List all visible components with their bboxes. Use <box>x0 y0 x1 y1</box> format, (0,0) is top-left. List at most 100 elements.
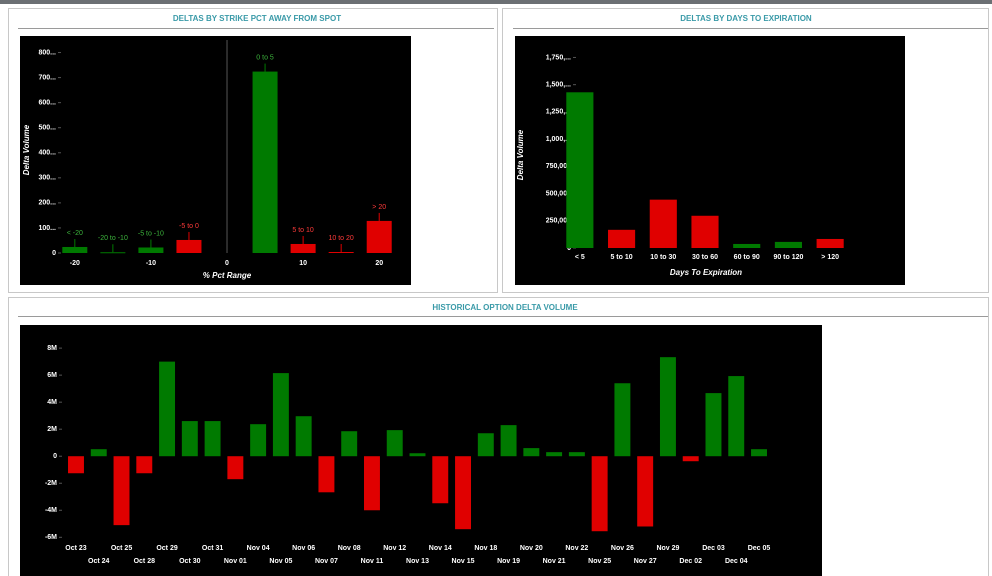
bar-label: > 20 <box>372 204 386 211</box>
y-tick-label: 250,000 <box>546 218 571 225</box>
bar-label: -5 to -10 <box>138 230 164 237</box>
bar <box>100 252 126 254</box>
x-tick-label: 0 <box>225 260 229 267</box>
bar <box>252 71 278 253</box>
y-tick-label: 2M <box>47 426 57 433</box>
x-tick-label: Oct 29 <box>156 545 178 552</box>
y-tick-label: 0 <box>567 245 571 252</box>
y-tick-label: 8M <box>47 345 57 352</box>
bar <box>455 456 472 530</box>
x-tick-label: -10 <box>146 260 156 267</box>
x-tick-label: < 5 <box>575 254 585 261</box>
y-axis-title: Delta Volume <box>516 129 525 180</box>
x-tick-label: Oct 24 <box>88 558 110 565</box>
panel-title: DELTAS BY STRIKE PCT AWAY FROM SPOT <box>173 14 341 23</box>
x-tick-label: Nov 06 <box>292 545 315 552</box>
y-tick-label: -4M <box>45 507 57 514</box>
bar <box>591 456 608 532</box>
bar <box>608 229 636 248</box>
bar <box>181 421 198 457</box>
y-tick-label: 500... <box>38 125 56 132</box>
y-tick-label: 6M <box>47 372 57 379</box>
plot-area <box>20 325 822 576</box>
bar <box>328 251 354 253</box>
bar <box>62 246 88 253</box>
x-tick-label: Nov 01 <box>224 558 247 565</box>
x-tick-label: Nov 20 <box>520 545 543 552</box>
x-tick-label: Nov 12 <box>383 545 406 552</box>
x-axis-title: Days To Expiration <box>670 268 742 277</box>
plot-area <box>20 36 411 285</box>
y-tick-label: 200... <box>38 200 56 207</box>
x-tick-label: Nov 14 <box>429 545 452 552</box>
y-tick-label: 4M <box>47 399 57 406</box>
x-tick-label: -20 <box>70 260 80 267</box>
x-tick-label: Nov 15 <box>452 558 475 565</box>
x-tick-label: Nov 04 <box>247 545 270 552</box>
y-tick-label: 1,500,... <box>546 82 571 89</box>
bar <box>204 421 221 457</box>
y-tick-label: 800... <box>38 49 56 56</box>
bar <box>290 243 316 253</box>
bar <box>682 456 699 462</box>
x-tick-label: Nov 22 <box>565 545 588 552</box>
bar <box>432 456 449 504</box>
bar <box>568 452 585 457</box>
bar <box>68 456 84 474</box>
y-tick-label: 1,750,... <box>546 54 571 61</box>
y-tick-label: 700... <box>38 74 56 81</box>
top-bar <box>0 0 992 4</box>
y-tick-label: 500,000 <box>546 190 571 197</box>
bar <box>318 456 335 493</box>
bar <box>176 239 202 253</box>
y-tick-label: 400... <box>38 150 56 157</box>
y-tick-label: 300... <box>38 175 56 182</box>
x-tick-label: Nov 29 <box>656 545 679 552</box>
bar <box>566 92 594 249</box>
bar <box>272 373 289 457</box>
bar <box>477 433 494 457</box>
bar <box>614 383 631 457</box>
bar <box>523 448 540 457</box>
bar <box>227 456 244 480</box>
y-tick-label: 0 <box>52 250 56 257</box>
bar-label: 10 to 20 <box>329 235 354 242</box>
y-tick-label: -2M <box>45 480 57 487</box>
bar <box>159 361 176 457</box>
bar <box>774 241 802 248</box>
bar <box>546 452 563 457</box>
x-tick-label: Oct 23 <box>65 545 87 552</box>
bar <box>363 456 380 511</box>
bar <box>409 453 426 457</box>
x-tick-label: Dec 05 <box>748 545 771 552</box>
bar-label: -20 to -10 <box>98 235 128 242</box>
bar <box>691 215 719 248</box>
x-tick-label: Nov 21 <box>543 558 566 565</box>
y-tick-label: 600... <box>38 99 56 106</box>
x-axis-title: % Pct Range <box>203 271 252 280</box>
bar <box>649 199 677 248</box>
y-tick-label: 1,250,... <box>546 109 571 116</box>
panel-title: HISTORICAL OPTION DELTA VOLUME <box>432 303 578 312</box>
x-tick-label: 20 <box>375 260 383 267</box>
bar <box>637 456 654 527</box>
x-tick-label: > 120 <box>821 254 839 261</box>
bar-label: -5 to 0 <box>179 223 199 230</box>
x-tick-label: 90 to 120 <box>773 254 803 261</box>
x-tick-label: Dec 02 <box>679 558 702 565</box>
x-tick-label: Nov 18 <box>474 545 497 552</box>
bar <box>500 425 517 457</box>
x-tick-label: 60 to 90 <box>734 254 760 261</box>
panel-title: DELTAS BY DAYS TO EXPIRATION <box>680 14 812 23</box>
bar <box>136 456 153 474</box>
y-tick-label: -6M <box>45 534 57 541</box>
bar <box>386 430 403 457</box>
x-tick-label: Nov 27 <box>634 558 657 565</box>
x-tick-label: Nov 05 <box>269 558 292 565</box>
bar-label: 0 to 5 <box>256 54 274 61</box>
x-tick-label: Oct 28 <box>134 558 156 565</box>
x-tick-label: Nov 25 <box>588 558 611 565</box>
bar <box>341 431 358 457</box>
x-tick-label: Nov 19 <box>497 558 520 565</box>
